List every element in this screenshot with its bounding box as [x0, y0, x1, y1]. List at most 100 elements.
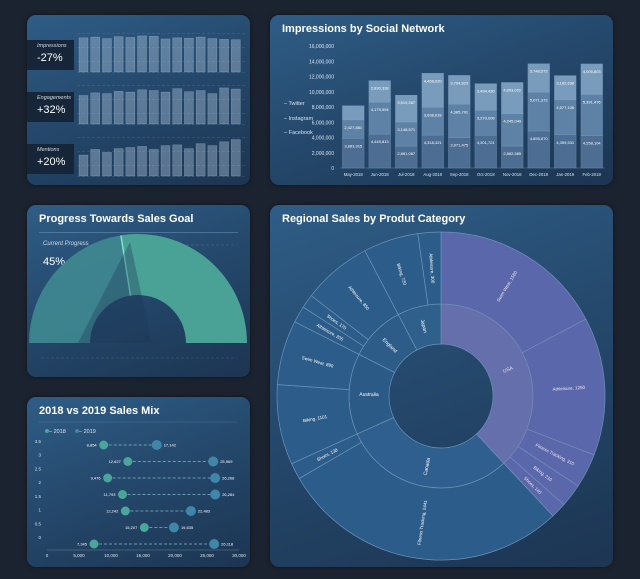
bar-value-label: 4,385,791: [450, 109, 469, 114]
bar-value-label: 3,748,572: [530, 69, 549, 74]
bar-segment: [395, 121, 418, 147]
bar-segment: [527, 63, 550, 93]
bar-value-label: 2,427,881: [344, 125, 363, 130]
metric-bar: [195, 143, 206, 177]
sales-mix-panel: 2018 vs 2019 Sales Mix – 2018 – 2019 3.5 3 2…: [27, 397, 250, 567]
gauge-label: Current Progress: [43, 241, 89, 247]
bar-value-label: 4,301,721: [477, 140, 496, 145]
regional-sales-panel: Regional Sales by Produt Category USA Can…: [270, 205, 613, 567]
y-tick-label: 2,000,000: [312, 151, 334, 157]
y-tick-label: 2.5: [35, 466, 42, 471]
bar-value-label: 2,830,338: [371, 86, 390, 91]
gauge-shadow: [78, 242, 152, 343]
bar-value-label: 4,468,020: [424, 78, 443, 83]
metric-bar: [125, 37, 136, 73]
metric-name: Impressions: [37, 43, 67, 49]
metric-bar: [184, 91, 194, 125]
legend-item: – 2019: [79, 429, 96, 435]
x-tick-label: Nov-2018: [503, 172, 522, 177]
bar-value-label: 4,318,321: [424, 140, 443, 145]
sunburst-outer-segment: [417, 231, 442, 306]
metric-bar: [102, 152, 112, 177]
bar-segment: [474, 83, 497, 111]
metric-bar: [102, 93, 112, 125]
sunburst-outer-label: Athleisure, 1250: [552, 385, 585, 392]
x-tick-label: Feb-2019: [583, 172, 602, 177]
metric-bar: [137, 146, 147, 177]
metric-bar: [113, 91, 124, 125]
bar-value-label: 4,179,594: [371, 107, 390, 112]
y-tick-label: 3.5: [35, 439, 42, 444]
bar-segment: [368, 80, 391, 103]
x-tick-label: Oct-2018: [477, 172, 495, 177]
metric-bar: [172, 88, 182, 125]
point-2019: [208, 456, 219, 467]
impressions-panel: Impressions by Social Network 16,000,000…: [270, 15, 613, 185]
point-2018: [103, 473, 113, 483]
bar-value-label: 2,881,087: [397, 151, 416, 156]
bar-value-label: 3,148,571: [397, 127, 416, 132]
sales-mix-title: 2018 vs 2019 Sales Mix: [39, 405, 160, 417]
metric-bar: [231, 88, 241, 125]
bar-segment: [580, 63, 603, 95]
metric-name: Engagements: [37, 95, 71, 101]
metric-bar: [149, 90, 159, 125]
y-tick-label: 1.5: [35, 494, 42, 499]
bar-segment: [421, 73, 444, 108]
point-2019: [151, 440, 162, 450]
metric-sparkbars: [77, 85, 245, 125]
metric-bar: [207, 93, 218, 125]
y-tick-label: 12,000,000: [309, 75, 334, 81]
x-tick-label: Sep-2018: [450, 172, 469, 177]
metric-bar: [160, 145, 171, 177]
bar-value-label: 5,071,372: [530, 97, 549, 102]
bar-value-label: 3,971,475: [450, 143, 469, 148]
x-tick-label: Jun-2018: [371, 172, 390, 177]
sunburst-inner-label: USA: [502, 365, 514, 375]
metric-bar: [207, 38, 218, 73]
value-label-2019: 26,284: [222, 492, 235, 497]
metric-label: Mentions +20%: [27, 144, 74, 174]
value-label-2019: 26,268: [222, 476, 235, 481]
metric-row: Mentions +20%: [27, 137, 250, 177]
sunburst-outer-label: Biking, 720: [396, 263, 408, 286]
bar-value-label: 4,245,049: [503, 119, 522, 124]
value-label-2018: 9,476: [91, 476, 102, 481]
metric-bar: [78, 95, 89, 125]
metric-bar: [78, 154, 89, 177]
metric-sparkbars: [77, 33, 245, 73]
bar-value-label: 4,855,870: [530, 136, 549, 141]
legend-item: – Instagram: [284, 116, 313, 122]
metric-value: +32%: [37, 104, 66, 116]
point-2019: [209, 539, 220, 549]
metric-bar: [102, 38, 112, 73]
sunburst-outer-label: Biking, 1101: [303, 414, 328, 423]
bar-segment: [501, 145, 524, 169]
bar-value-label: 3,270,009: [477, 115, 496, 120]
impressions-chart: 16,000,000 14,000,000 12,000,000 10,000,000…: [284, 44, 605, 177]
metric-label: Impressions -27%: [27, 40, 74, 70]
x-tick-label: 30,000: [232, 553, 246, 558]
value-label-2018: 12,627: [109, 459, 122, 464]
x-tick-label: Jan-2019: [556, 172, 575, 177]
metric-bar: [231, 39, 241, 73]
sunburst-outer-label: Fitness Tracking, 2441: [417, 499, 429, 545]
metric-bar: [184, 37, 194, 73]
metric-label: Engagements +32%: [27, 92, 74, 122]
impressions-title: Impressions by Social Network: [282, 23, 445, 35]
point-2018: [99, 440, 109, 450]
metric-bar: [231, 139, 241, 177]
y-tick-label: 0: [331, 166, 334, 172]
value-label-2018: 15,207: [125, 525, 138, 530]
metric-value: -27%: [37, 52, 63, 64]
metric-bar: [137, 35, 147, 73]
legend-item: – 2018: [49, 429, 66, 435]
point-2018: [123, 457, 133, 466]
value-label-2018: 12,242: [106, 509, 119, 514]
metrics-panel: Impressions -27% Engagements +32% Mentions +2…: [27, 15, 250, 185]
gauge-chart: [29, 234, 247, 359]
metric-bar: [172, 37, 182, 73]
bar-value-label: 2,882,585: [503, 151, 522, 156]
metric-row: Impressions -27%: [27, 33, 250, 73]
sunburst-highlight: [441, 232, 605, 516]
